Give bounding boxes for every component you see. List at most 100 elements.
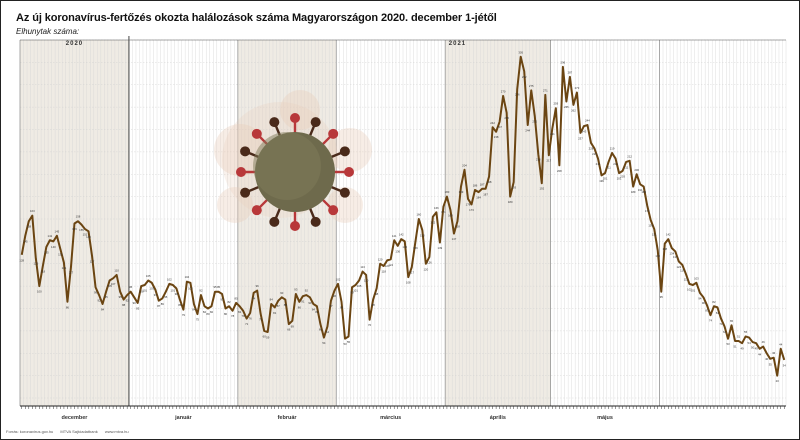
data-label: 193 xyxy=(511,186,516,190)
data-label: 305 xyxy=(518,50,523,54)
data-label: 20 xyxy=(776,379,780,383)
virus-spike-tip xyxy=(290,113,300,123)
data-label: 127 xyxy=(90,259,95,263)
data-label: 124 xyxy=(388,263,393,267)
data-label: 59 xyxy=(266,335,270,339)
data-label: 84 xyxy=(270,298,274,302)
data-label: 49 xyxy=(755,347,759,351)
data-label: 123 xyxy=(385,264,390,268)
data-label: 211 xyxy=(606,165,611,169)
data-label: 126 xyxy=(427,261,432,265)
data-label: 92 xyxy=(199,289,203,293)
data-label: 86 xyxy=(298,305,302,309)
data-label: 187 xyxy=(483,192,488,196)
data-label: 81 xyxy=(716,311,720,315)
virus-spike-tip xyxy=(269,216,280,227)
data-label: 82 xyxy=(712,300,716,304)
data-label: 110 xyxy=(364,278,369,282)
data-label: 86 xyxy=(66,305,70,309)
data-label: 214 xyxy=(596,162,601,166)
data-label: 118 xyxy=(41,269,46,273)
data-label: 94 xyxy=(698,296,702,300)
data-label: 259 xyxy=(554,102,559,106)
x-axis: december január február március április május xyxy=(20,405,786,421)
month-label: január xyxy=(174,415,192,421)
data-label: 103 xyxy=(188,286,193,290)
data-label: 104 xyxy=(185,275,190,279)
data-label: 118 xyxy=(381,269,386,273)
data-label: 96 xyxy=(333,294,337,298)
data-label: 141 xyxy=(48,234,53,238)
data-label: 76 xyxy=(249,316,253,320)
data-label: 85 xyxy=(235,296,239,300)
data-label: 119 xyxy=(680,268,685,272)
data-label: 145 xyxy=(55,229,60,233)
data-label: 51 xyxy=(733,344,737,348)
data-label: 252 xyxy=(532,120,537,124)
year-label: 2021 xyxy=(449,41,466,47)
data-label: 92 xyxy=(305,289,309,293)
data-label: 159 xyxy=(648,224,653,228)
data-label: 180 xyxy=(445,190,450,194)
data-label: 192 xyxy=(539,187,544,191)
data-label: 102 xyxy=(167,277,172,281)
data-label: 93 xyxy=(220,297,224,301)
data-label: 53 xyxy=(343,342,347,346)
data-label: 55 xyxy=(347,340,351,344)
data-label: 78 xyxy=(231,314,235,318)
data-label: 242 xyxy=(490,121,495,125)
data-label: 121 xyxy=(62,266,67,270)
data-label: 217 xyxy=(546,159,551,163)
data-label: 90 xyxy=(133,301,137,305)
data-label: 102 xyxy=(687,287,692,291)
data-label: 99 xyxy=(350,291,354,295)
data-label: 158 xyxy=(26,225,31,229)
data-label: 117 xyxy=(410,271,415,275)
data-label: 64 xyxy=(326,330,330,334)
data-label: 108 xyxy=(406,281,411,285)
data-label: 158 xyxy=(76,215,81,219)
data-label: 140 xyxy=(51,245,56,249)
data-label: 244 xyxy=(585,119,590,123)
data-label: 139 xyxy=(438,246,443,250)
data-label: 117 xyxy=(69,271,74,275)
data-label: 79 xyxy=(182,313,186,317)
virus-spike-tip xyxy=(310,117,321,128)
data-label: 142 xyxy=(399,233,404,237)
data-label: 158 xyxy=(455,225,460,229)
data-label: 74 xyxy=(709,319,713,323)
data-label: 166 xyxy=(434,206,439,210)
data-label: 75 xyxy=(259,318,263,322)
data-label: 101 xyxy=(691,289,696,293)
month-label: április xyxy=(490,415,506,421)
virus-ghost xyxy=(328,128,372,172)
data-label: 189 xyxy=(641,190,646,194)
data-label: 247 xyxy=(497,125,502,129)
data-label: 135 xyxy=(44,250,49,254)
data-label: 80 xyxy=(206,312,210,316)
data-label: 51 xyxy=(737,334,741,338)
data-label: 186 xyxy=(473,183,478,187)
data-label: 90 xyxy=(280,291,284,295)
data-label: 201 xyxy=(603,177,608,181)
data-label: 287 xyxy=(568,70,573,74)
virus-spike-tip xyxy=(310,216,321,227)
data-label: 44 xyxy=(758,352,762,356)
virus-spike-tip xyxy=(240,187,251,198)
data-label: 95 xyxy=(217,285,221,289)
data-label: 64 xyxy=(723,330,727,334)
virus-highlight xyxy=(253,132,321,200)
virus-spike-tip xyxy=(236,167,246,177)
month-label: február xyxy=(278,415,298,421)
data-label: 100 xyxy=(37,290,42,294)
data-label: 81 xyxy=(273,311,277,315)
data-label: 151 xyxy=(652,233,657,237)
data-label: 173 xyxy=(469,208,474,212)
data-label: 93 xyxy=(294,287,298,291)
data-label: 71 xyxy=(245,322,249,326)
data-label: 168 xyxy=(448,214,453,218)
data-label: 265 xyxy=(564,105,569,109)
data-label: 214 xyxy=(613,162,618,166)
data-label: 82 xyxy=(203,310,207,314)
data-label: 125 xyxy=(33,262,38,266)
